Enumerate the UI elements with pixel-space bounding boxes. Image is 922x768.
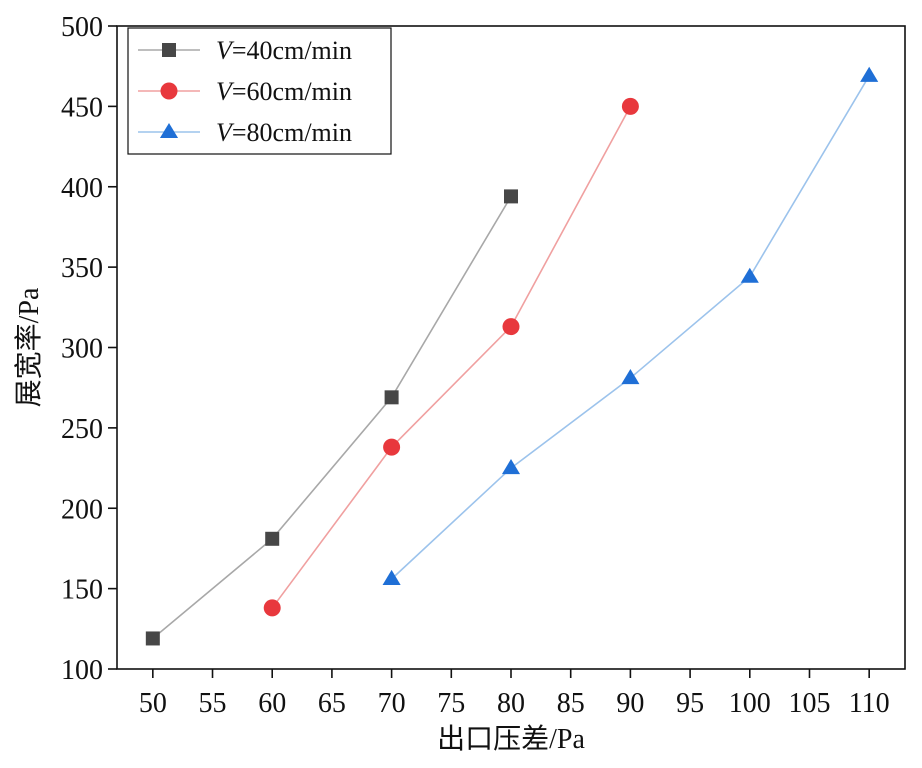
data-point — [621, 97, 639, 115]
data-point — [501, 459, 521, 475]
legend-label: V=40cm/min — [216, 36, 352, 65]
legend-label-value: =80cm/min — [232, 118, 352, 147]
y-tick-label: 350 — [61, 253, 103, 284]
x-tick-label: 105 — [788, 688, 830, 719]
x-axis-title: 出口压差/Pa — [437, 723, 585, 755]
y-tick-label: 400 — [61, 173, 103, 204]
legend-label-variable: V — [216, 77, 235, 106]
x-tick-label: 100 — [729, 688, 771, 719]
y-tick-label: 250 — [61, 414, 103, 445]
data-point — [383, 438, 401, 456]
x-tick-label: 60 — [258, 688, 286, 719]
legend-label: V=60cm/min — [216, 77, 352, 106]
x-tick-label: 65 — [318, 688, 346, 719]
data-point — [265, 531, 280, 546]
y-axis-title: 展宽率/Pa — [13, 287, 45, 407]
x-tick-label: 70 — [378, 688, 406, 719]
y-tick-label: 450 — [61, 92, 103, 123]
data-point — [502, 318, 520, 336]
legend-label: V=80cm/min — [216, 118, 352, 147]
series-line — [391, 75, 870, 580]
data-point — [621, 368, 640, 385]
legend-label-value: =40cm/min — [232, 36, 352, 65]
legend-label-value: =60cm/min — [232, 77, 352, 106]
data-point — [740, 267, 759, 283]
y-tick-label: 100 — [61, 655, 103, 686]
data-point — [384, 390, 399, 405]
legend-marker — [159, 122, 179, 139]
y-tick-label: 150 — [61, 575, 103, 606]
x-tick-label: 90 — [616, 688, 644, 719]
legend-marker — [162, 43, 176, 57]
y-tick-label: 500 — [61, 12, 103, 43]
legend-label-variable: V — [216, 36, 235, 65]
legend-marker — [160, 82, 178, 100]
data-point — [860, 66, 879, 82]
legend-label-variable: V — [216, 118, 235, 147]
data-point — [263, 599, 281, 617]
x-tick-label: 95 — [676, 688, 704, 719]
y-tick-label: 300 — [61, 334, 103, 365]
data-point — [382, 569, 401, 586]
series-line — [152, 195, 512, 640]
x-tick-label: 80 — [497, 688, 525, 719]
x-tick-label: 85 — [557, 688, 585, 719]
data-point — [504, 189, 518, 204]
x-tick-label: 110 — [849, 688, 890, 719]
data-point — [145, 631, 160, 646]
x-tick-label: 50 — [139, 688, 167, 719]
series-line — [271, 105, 632, 609]
x-tick-label: 75 — [437, 688, 465, 719]
y-tick-label: 200 — [61, 494, 103, 525]
x-tick-label: 55 — [199, 688, 227, 719]
